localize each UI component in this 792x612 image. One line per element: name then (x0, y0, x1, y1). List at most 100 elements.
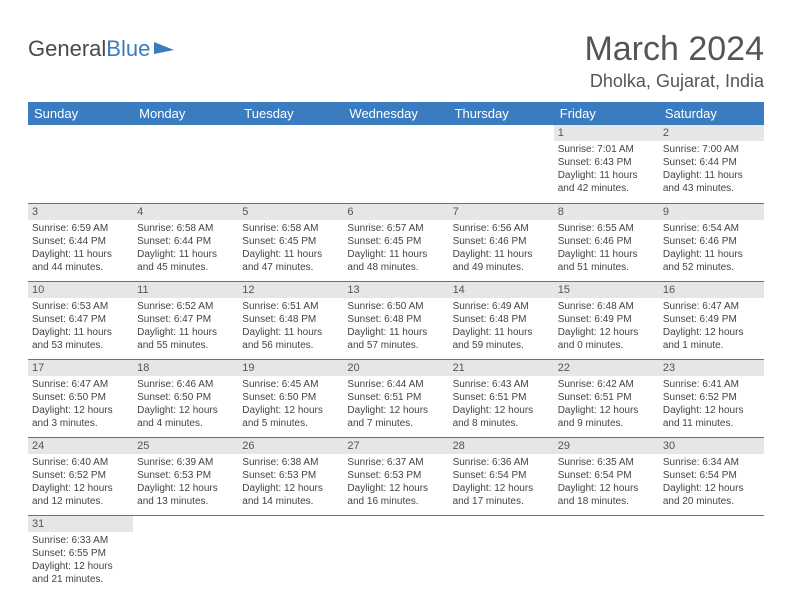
day-details: Sunrise: 6:56 AMSunset: 6:46 PMDaylight:… (449, 220, 554, 278)
day-details: Sunrise: 6:51 AMSunset: 6:48 PMDaylight:… (238, 298, 343, 356)
detail-line: Sunrise: 7:00 AM (663, 143, 760, 156)
detail-line: Sunset: 6:50 PM (242, 391, 339, 404)
detail-line: Sunrise: 7:01 AM (558, 143, 655, 156)
day-details: Sunrise: 6:35 AMSunset: 6:54 PMDaylight:… (554, 454, 659, 512)
detail-line: Sunset: 6:46 PM (663, 235, 760, 248)
day-details: Sunrise: 6:59 AMSunset: 6:44 PMDaylight:… (28, 220, 133, 278)
day-number: 6 (343, 204, 448, 220)
dayhead-thu: Thursday (449, 102, 554, 125)
detail-line: Daylight: 12 hours (558, 404, 655, 417)
day-number: 22 (554, 360, 659, 376)
detail-line: and 4 minutes. (137, 417, 234, 430)
detail-line: Sunset: 6:52 PM (663, 391, 760, 404)
calendar-cell (343, 125, 448, 203)
calendar-cell (449, 515, 554, 593)
detail-line: Sunset: 6:53 PM (242, 469, 339, 482)
detail-line: Sunset: 6:48 PM (347, 313, 444, 326)
day-number: 8 (554, 204, 659, 220)
detail-line: Sunrise: 6:35 AM (558, 456, 655, 469)
dayhead-sun: Sunday (28, 102, 133, 125)
day-details: Sunrise: 6:49 AMSunset: 6:48 PMDaylight:… (449, 298, 554, 356)
detail-line: Sunset: 6:48 PM (242, 313, 339, 326)
detail-line: Sunset: 6:51 PM (558, 391, 655, 404)
detail-line: and 21 minutes. (32, 573, 129, 586)
day-number: 9 (659, 204, 764, 220)
detail-line: Sunrise: 6:41 AM (663, 378, 760, 391)
detail-line: and 56 minutes. (242, 339, 339, 352)
detail-line: and 51 minutes. (558, 261, 655, 274)
day-details: Sunrise: 6:33 AMSunset: 6:55 PMDaylight:… (28, 532, 133, 590)
detail-line: Sunset: 6:43 PM (558, 156, 655, 169)
detail-line: and 12 minutes. (32, 495, 129, 508)
day-details: Sunrise: 6:39 AMSunset: 6:53 PMDaylight:… (133, 454, 238, 512)
detail-line: and 48 minutes. (347, 261, 444, 274)
detail-line: Sunset: 6:44 PM (137, 235, 234, 248)
calendar-row: 1 Sunrise: 7:01 AMSunset: 6:43 PMDaylight… (28, 125, 764, 203)
day-details: Sunrise: 6:45 AMSunset: 6:50 PMDaylight:… (238, 376, 343, 434)
detail-line: Sunset: 6:45 PM (347, 235, 444, 248)
detail-line: and 1 minute. (663, 339, 760, 352)
calendar-cell: 13Sunrise: 6:50 AMSunset: 6:48 PMDayligh… (343, 281, 448, 359)
calendar-cell: 26Sunrise: 6:38 AMSunset: 6:53 PMDayligh… (238, 437, 343, 515)
calendar-cell: 25Sunrise: 6:39 AMSunset: 6:53 PMDayligh… (133, 437, 238, 515)
detail-line: Sunset: 6:50 PM (137, 391, 234, 404)
calendar-cell: 28Sunrise: 6:36 AMSunset: 6:54 PMDayligh… (449, 437, 554, 515)
detail-line: Sunrise: 6:37 AM (347, 456, 444, 469)
calendar-cell: 24Sunrise: 6:40 AMSunset: 6:52 PMDayligh… (28, 437, 133, 515)
calendar-row: 24Sunrise: 6:40 AMSunset: 6:52 PMDayligh… (28, 437, 764, 515)
detail-line: Sunrise: 6:43 AM (453, 378, 550, 391)
dayhead-sat: Saturday (659, 102, 764, 125)
detail-line: Daylight: 11 hours (453, 326, 550, 339)
detail-line: Daylight: 12 hours (558, 326, 655, 339)
calendar-cell (449, 125, 554, 203)
day-number: 18 (133, 360, 238, 376)
dayhead-fri: Friday (554, 102, 659, 125)
detail-line: Sunset: 6:51 PM (347, 391, 444, 404)
detail-line: Sunrise: 6:59 AM (32, 222, 129, 235)
flag-icon (154, 36, 176, 62)
detail-line: Daylight: 12 hours (32, 560, 129, 573)
day-number: 20 (343, 360, 448, 376)
detail-line: Daylight: 12 hours (137, 482, 234, 495)
detail-line: Sunset: 6:49 PM (663, 313, 760, 326)
detail-line: Sunrise: 6:58 AM (137, 222, 234, 235)
detail-line: Daylight: 12 hours (347, 482, 444, 495)
day-details: Sunrise: 6:58 AMSunset: 6:45 PMDaylight:… (238, 220, 343, 278)
calendar-cell (554, 515, 659, 593)
calendar-cell: 14Sunrise: 6:49 AMSunset: 6:48 PMDayligh… (449, 281, 554, 359)
day-number: 27 (343, 438, 448, 454)
dayhead-wed: Wednesday (343, 102, 448, 125)
day-number: 7 (449, 204, 554, 220)
detail-line: Sunrise: 6:47 AM (663, 300, 760, 313)
detail-line: and 16 minutes. (347, 495, 444, 508)
detail-line: Sunset: 6:44 PM (32, 235, 129, 248)
day-number: 12 (238, 282, 343, 298)
detail-line: and 3 minutes. (32, 417, 129, 430)
day-number: 10 (28, 282, 133, 298)
detail-line: and 8 minutes. (453, 417, 550, 430)
title-block: March 2024 Dholka, Gujarat, India (584, 30, 764, 92)
calendar-cell: 4Sunrise: 6:58 AMSunset: 6:44 PMDaylight… (133, 203, 238, 281)
detail-line: Sunset: 6:47 PM (32, 313, 129, 326)
detail-line: and 7 minutes. (347, 417, 444, 430)
day-number: 11 (133, 282, 238, 298)
day-details: Sunrise: 6:58 AMSunset: 6:44 PMDaylight:… (133, 220, 238, 278)
day-details: Sunrise: 6:41 AMSunset: 6:52 PMDaylight:… (659, 376, 764, 434)
detail-line: Sunset: 6:55 PM (32, 547, 129, 560)
header: GeneralBlue March 2024 Dholka, Gujarat, … (28, 30, 764, 92)
calendar-cell (659, 515, 764, 593)
detail-line: Daylight: 11 hours (32, 326, 129, 339)
detail-line: Sunset: 6:49 PM (558, 313, 655, 326)
detail-line: Daylight: 11 hours (558, 169, 655, 182)
detail-line: Daylight: 11 hours (663, 248, 760, 261)
day-number: 2 (659, 125, 764, 141)
detail-line: Daylight: 11 hours (347, 326, 444, 339)
day-number: 24 (28, 438, 133, 454)
detail-line: Sunrise: 6:44 AM (347, 378, 444, 391)
detail-line: Sunrise: 6:36 AM (453, 456, 550, 469)
day-number: 1 (554, 125, 659, 141)
month-title: March 2024 (584, 30, 764, 69)
detail-line: Sunset: 6:46 PM (453, 235, 550, 248)
day-details: Sunrise: 6:53 AMSunset: 6:47 PMDaylight:… (28, 298, 133, 356)
day-number: 19 (238, 360, 343, 376)
